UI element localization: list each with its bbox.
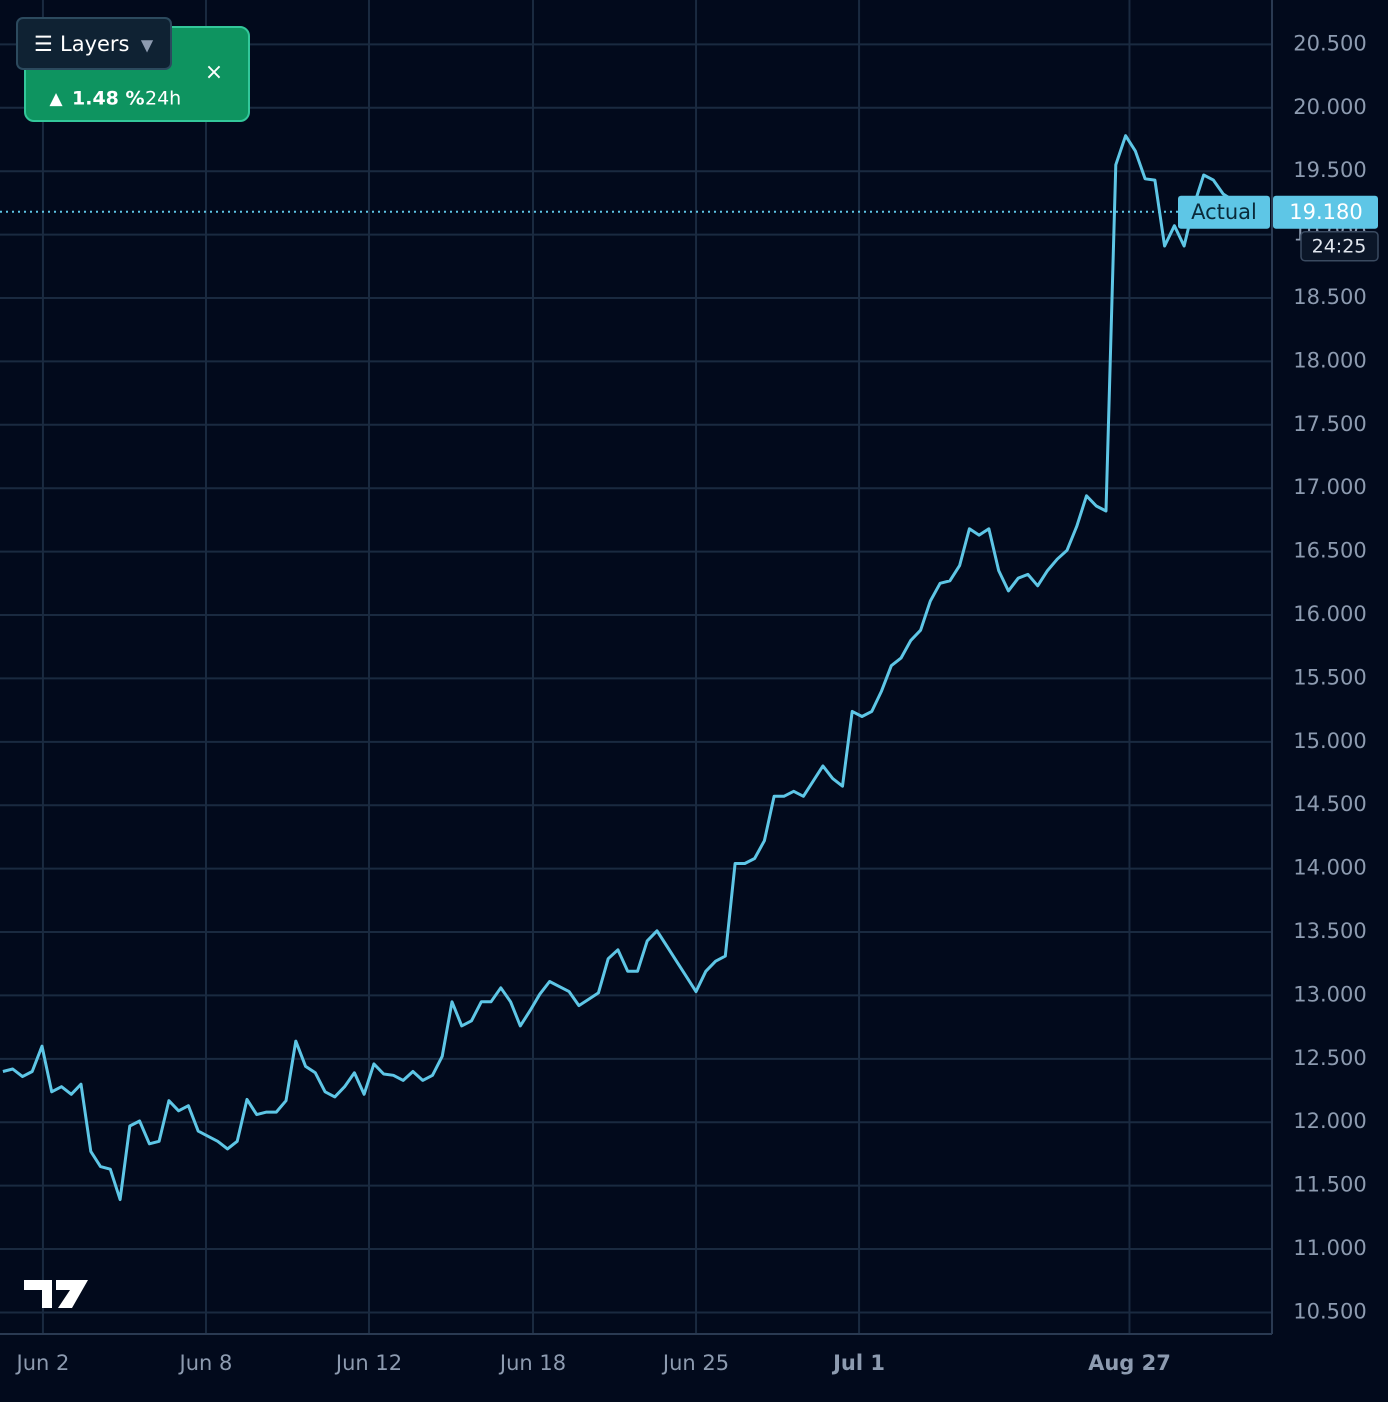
y-tick-label: 11.500 xyxy=(1293,1173,1366,1197)
change: 1.48 % xyxy=(72,88,145,110)
price-tag-value: 19.180 xyxy=(1289,200,1362,224)
y-tick-label: 14.500 xyxy=(1293,792,1366,816)
y-tick-label: 20.000 xyxy=(1293,95,1366,119)
x-tick-label: Jun 8 xyxy=(178,1351,233,1375)
y-tick-label: 16.000 xyxy=(1293,602,1366,626)
y-tick-label: 18.500 xyxy=(1293,285,1366,309)
layers-box[interactable] xyxy=(16,17,172,70)
x-tick-label: Jun 2 xyxy=(15,1351,70,1375)
x-tick-label: Jun 25 xyxy=(661,1351,729,1375)
marks xyxy=(2,134,1234,1202)
x-tick-label: Jul 1 xyxy=(831,1351,885,1375)
countdown: 24:25 xyxy=(1312,235,1367,257)
x-tick-label: Aug 27 xyxy=(1088,1351,1171,1375)
layers-label[interactable]: Layers xyxy=(60,32,130,56)
tv-logo xyxy=(24,1280,88,1308)
grid xyxy=(0,0,1272,1334)
y-tick-label: 15.500 xyxy=(1293,665,1366,689)
price-line xyxy=(2,134,1234,1202)
y-tick-label: 12.000 xyxy=(1293,1109,1366,1133)
close-button[interactable]: × xyxy=(205,60,223,85)
menu-icon: ☰ xyxy=(34,32,53,56)
period: 24h xyxy=(145,88,181,110)
y-tick-label: 19.500 xyxy=(1293,158,1366,182)
price-tag-label-box xyxy=(1178,195,1270,229)
y-tick-label: 13.500 xyxy=(1293,919,1366,943)
dropdown-caret: ▼ xyxy=(141,36,154,55)
price-tag-value-box xyxy=(1273,195,1378,229)
x-tick-label: Jun 18 xyxy=(498,1351,566,1375)
y-tick-label: 13.000 xyxy=(1293,982,1366,1006)
price-tag-label: Actual xyxy=(1191,200,1257,224)
y-tick-label: 14.000 xyxy=(1293,856,1366,880)
countdown-box xyxy=(1300,231,1379,262)
y-tick-label: 15.000 xyxy=(1293,729,1366,753)
y-tick-label: 11.000 xyxy=(1293,1236,1366,1260)
x-tick-label: Jun 12 xyxy=(334,1351,402,1375)
y-tick-label: 10.500 xyxy=(1293,1299,1366,1323)
y-tick-label: 12.500 xyxy=(1293,1046,1366,1070)
y-tick-label: 17.000 xyxy=(1293,475,1366,499)
y-tick-label: 17.500 xyxy=(1293,412,1366,436)
layers-button[interactable]: ☰ Layers ▼ xyxy=(16,17,172,70)
y-tick-label: 20.500 xyxy=(1293,31,1366,55)
up-arrow: ▲ xyxy=(49,89,63,109)
y-tick-label: 18.000 xyxy=(1293,348,1366,372)
y-tick-label: 16.500 xyxy=(1293,539,1366,563)
